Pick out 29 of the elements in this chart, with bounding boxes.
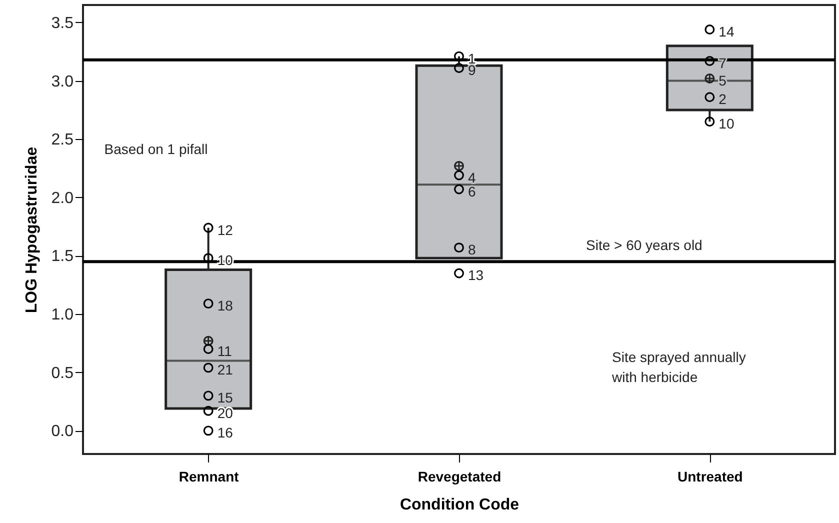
y-tick-label: 3.0 bbox=[51, 73, 74, 90]
y-tick-label: 1.5 bbox=[51, 248, 74, 266]
annotation: 13 bbox=[468, 267, 484, 284]
annotation: 12 bbox=[217, 222, 234, 238]
annotation: 11 bbox=[217, 343, 232, 360]
y-tick-label: 0.5 bbox=[51, 364, 74, 382]
y-tick-label: 0.0 bbox=[51, 423, 74, 440]
annotation: 8 bbox=[468, 242, 476, 258]
y-tick-label: 2.5 bbox=[51, 132, 74, 149]
annotation: Based on 1 pifall bbox=[104, 141, 208, 157]
x-axis-title: Condition Code bbox=[400, 496, 520, 514]
annotation: 16 bbox=[217, 424, 234, 441]
x-tick-label: Revegetated bbox=[418, 468, 502, 484]
x-tick-label: Remnant bbox=[178, 468, 240, 484]
annotation: 15 bbox=[217, 390, 234, 406]
annotation: 18 bbox=[217, 298, 234, 314]
annotation: 14 bbox=[718, 23, 734, 40]
annotation: 10 bbox=[718, 116, 734, 132]
y-tick-label: 3.5 bbox=[51, 14, 74, 32]
y-axis-title: LOG Hypogastruridae bbox=[23, 146, 40, 314]
annotation: Site sprayed annually with herbicide bbox=[611, 349, 746, 385]
y-tick-label: 2.0 bbox=[51, 190, 74, 207]
annotation: 21 bbox=[217, 362, 234, 378]
annotation: Site > 60 years old bbox=[586, 237, 702, 253]
annotation: 6 bbox=[468, 183, 476, 200]
annotation: 4 bbox=[468, 169, 476, 186]
y-tick-label: 1.0 bbox=[51, 306, 74, 324]
annotation: 2 bbox=[718, 91, 727, 108]
x-tick-label: Untreated bbox=[677, 468, 743, 484]
